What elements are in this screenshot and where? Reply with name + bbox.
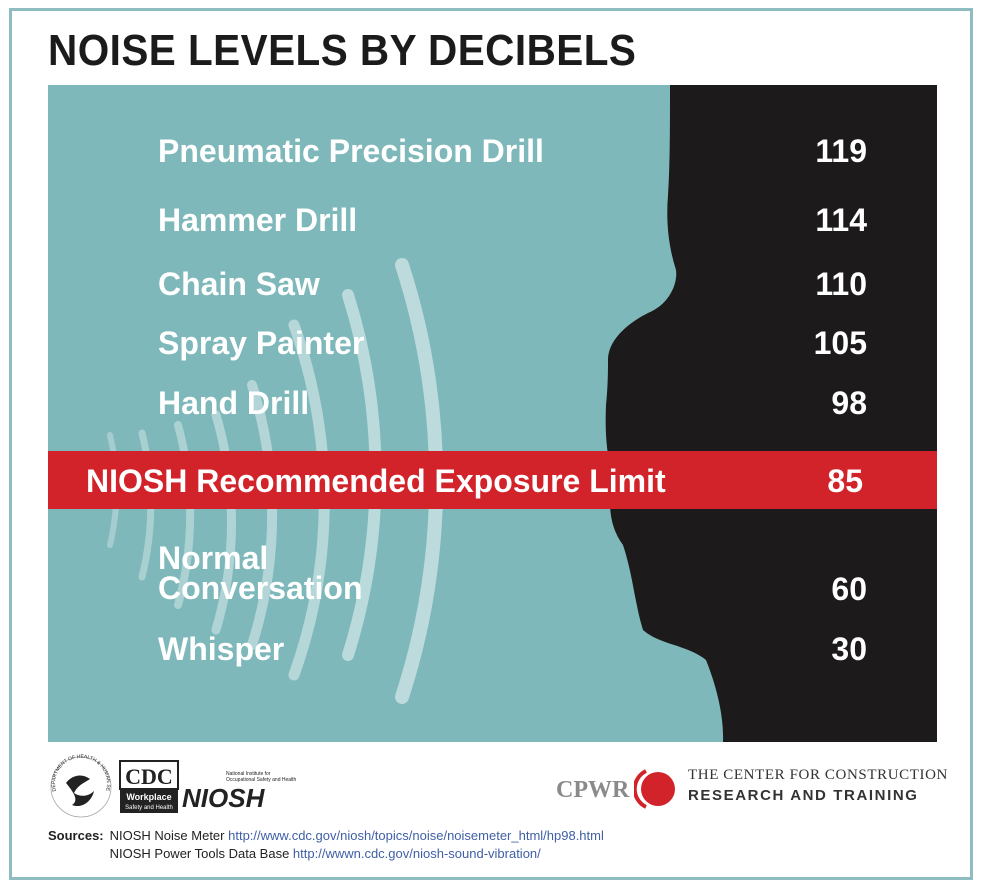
outer-frame (9, 8, 973, 880)
cpwr-mark-icon (634, 769, 675, 809)
noise-value: 60 (831, 571, 867, 607)
svg-text:National Institute for: National Institute for (226, 771, 271, 777)
cpwr-line-2: RESEARCH AND TRAINING (688, 787, 919, 804)
exposure-limit-band: NIOSH Recommended Exposure Limit 85 (48, 451, 937, 509)
noise-label: Whisper (158, 631, 285, 667)
svg-text:DEPARTMENT OF HEALTH & HUMAN S: DEPARTMENT OF HEALTH & HUMAN SERVICES · … (48, 753, 111, 792)
noise-value: 30 (831, 631, 867, 667)
noise-label-multiline: Normal Conversation (158, 540, 363, 606)
sources: Sources: NIOSH Noise Meter http://www.cd… (48, 827, 604, 863)
noise-label: Hammer Drill (158, 202, 358, 238)
exposure-limit-value: 85 (827, 463, 863, 499)
noise-value: 98 (831, 385, 867, 421)
source-link[interactable]: http://www.cdc.gov/niosh/topics/noise/no… (228, 828, 604, 843)
noise-label: Spray Painter (158, 325, 365, 361)
noise-label-line: Normal (158, 540, 269, 576)
source-line: Sources: NIOSH Noise Meter http://www.cd… (48, 827, 604, 845)
svg-text:CDC: CDC (125, 764, 173, 789)
page-title: NOISE LEVELS BY DECIBELS (48, 26, 637, 75)
hhs-seal-icon: DEPARTMENT OF HEALTH & HUMAN SERVICES · … (48, 753, 112, 818)
noise-label: Chain Saw (158, 266, 320, 302)
exposure-limit-label: NIOSH Recommended Exposure Limit (86, 463, 666, 499)
niosh-logo-icon: National Institute for Occupational Safe… (182, 771, 297, 813)
footer: DEPARTMENT OF HEALTH & HUMAN SERVICES · … (48, 745, 947, 875)
noise-label-line: Conversation (158, 570, 363, 606)
cpwr-logo: CPWR THE CENTER FOR CONSTRUCTION RESEARC… (556, 763, 947, 813)
noise-value: 119 (815, 133, 867, 169)
svg-text:NIOSH: NIOSH (182, 783, 266, 813)
source-link[interactable]: http://wwwn.cdc.gov/niosh-sound-vibratio… (292, 846, 541, 861)
sound-wave-arc (174, 421, 195, 609)
sources-lead: Sources: (48, 828, 104, 843)
svg-text:Safety and Health: Safety and Health (125, 805, 173, 811)
noise-value: 114 (815, 202, 867, 238)
source-line: NIOSH Power Tools Data Base http://wwwn.… (48, 845, 604, 863)
cdc-logo-icon: CDC Workplace Safety and Health (119, 760, 179, 813)
noise-value: 110 (815, 266, 867, 302)
noise-label: Pneumatic Precision Drill (158, 133, 544, 169)
svg-text:Workplace: Workplace (126, 792, 171, 802)
source-name: NIOSH Power Tools Data Base (109, 846, 290, 861)
noise-label: Hand Drill (158, 385, 310, 421)
cpwr-line-1: THE CENTER FOR CONSTRUCTION (688, 767, 948, 783)
cpwr-wordmark: CPWR (556, 777, 630, 803)
head-silhouette-icon (605, 85, 937, 742)
source-name: NIOSH Noise Meter (109, 828, 225, 843)
noise-value: 105 (813, 325, 867, 361)
agency-logos: DEPARTMENT OF HEALTH & HUMAN SERVICES · … (48, 753, 297, 818)
sound-wave-arc (211, 410, 237, 635)
chart-panel: Pneumatic Precision Drill 119 Hammer Dri… (48, 85, 937, 742)
sound-wave-arc (247, 380, 278, 650)
svg-text:Occupational Safety and Health: Occupational Safety and Health (226, 777, 297, 783)
